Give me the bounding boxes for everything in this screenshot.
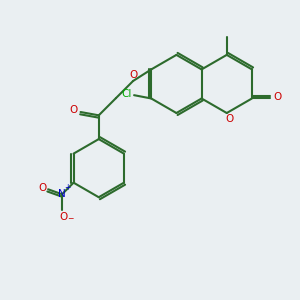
Text: O: O bbox=[273, 92, 281, 102]
Text: O: O bbox=[69, 105, 77, 116]
Text: +: + bbox=[64, 183, 70, 192]
Text: Cl: Cl bbox=[122, 89, 132, 99]
Text: O: O bbox=[38, 183, 46, 193]
Text: −: − bbox=[67, 214, 74, 223]
Text: N: N bbox=[58, 189, 66, 199]
Text: O: O bbox=[225, 114, 233, 124]
Text: O: O bbox=[59, 212, 68, 222]
Text: O: O bbox=[129, 70, 137, 80]
